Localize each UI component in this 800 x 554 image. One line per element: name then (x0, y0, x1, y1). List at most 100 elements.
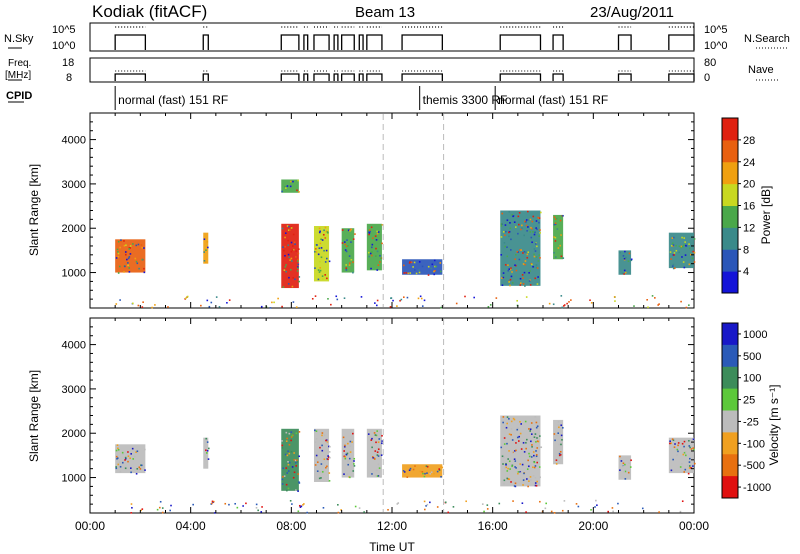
echo-speck (287, 470, 290, 472)
echo-speck (658, 511, 660, 513)
echo-speck (621, 272, 624, 275)
echo-speck (522, 442, 525, 444)
echo-speck (287, 244, 290, 247)
echo-speck (521, 224, 523, 227)
echo-speck (503, 443, 506, 445)
echo-speck (200, 304, 202, 307)
echo-speck (129, 253, 132, 255)
echo-speck (689, 457, 691, 460)
echo-speck (680, 245, 683, 248)
echo-speck (516, 436, 519, 439)
echo-speck (504, 245, 507, 248)
echo-speck (548, 302, 551, 305)
nave-label: Nave (748, 64, 774, 76)
echo-speck (629, 466, 632, 468)
freq-trace (552, 73, 564, 81)
echo-speck (226, 301, 228, 304)
echo-speck (315, 251, 318, 253)
echo-speck (273, 301, 275, 304)
echo-speck (289, 259, 291, 261)
echo-speck (594, 506, 596, 508)
echo-speck (374, 434, 377, 436)
echo-speck (503, 479, 506, 482)
echo-speck (140, 244, 143, 246)
echo-speck (690, 448, 693, 450)
echo-speck (518, 435, 521, 438)
echo-speck (290, 226, 292, 228)
echo-speck (350, 241, 352, 243)
echo-speck (440, 476, 442, 478)
echo-speck (370, 246, 373, 249)
echo-speck (133, 455, 136, 458)
echo-speck (292, 233, 295, 236)
echo-speck (633, 305, 635, 307)
echo-speck (343, 455, 346, 458)
echo-speck (530, 479, 532, 481)
echo-speck (127, 262, 129, 264)
echo-speck (531, 446, 533, 448)
echo-patch (618, 250, 632, 275)
echo-speck (318, 247, 321, 250)
echo-speck (115, 466, 117, 468)
echo-speck (672, 458, 674, 461)
echo-speck (298, 482, 301, 484)
echo-speck (681, 236, 683, 239)
echo-speck (292, 476, 295, 479)
echo-speck (512, 215, 514, 218)
echo-speck (286, 454, 289, 457)
nsky-trace (333, 34, 339, 50)
echo-speck (293, 471, 296, 474)
echo-speck (673, 254, 675, 256)
echo-speck (623, 269, 626, 272)
echo-speck (624, 250, 626, 253)
freq-trace (617, 73, 632, 81)
echo-speck (524, 420, 527, 423)
echo-speck (288, 229, 290, 231)
echo-speck (624, 271, 627, 274)
echo-speck (390, 297, 392, 300)
echo-speck (617, 502, 619, 505)
echo-speck (286, 489, 288, 492)
echo-speck (502, 231, 505, 233)
echo-speck (352, 238, 355, 240)
echo-speck (624, 463, 626, 466)
nsky-tick-top: 10^5 (52, 24, 76, 36)
echo-speck (473, 296, 475, 299)
echo-speck (535, 256, 538, 258)
colorbar-tick-label: 28 (743, 135, 755, 147)
echo-speck (285, 467, 288, 469)
echo-speck (520, 228, 522, 231)
echo-speck (521, 274, 524, 276)
echo-speck (514, 258, 517, 261)
echo-speck (539, 211, 542, 214)
echo-speck (440, 466, 442, 468)
echo-speck (562, 426, 564, 429)
echo-speck (141, 508, 144, 510)
echo-speck (691, 257, 694, 260)
echo-speck (507, 458, 509, 460)
echo-speck (124, 467, 127, 470)
echo-speck (284, 453, 287, 456)
echo-speck (521, 227, 523, 229)
echo-speck (306, 511, 309, 514)
echo-speck (314, 464, 317, 466)
echo-speck (506, 470, 509, 472)
colorbar-tick-label: 24 (743, 157, 755, 169)
echo-speck (429, 472, 431, 475)
echo-speck (374, 302, 376, 304)
echo-speck (414, 465, 416, 467)
echo-speck (684, 241, 686, 243)
echo-speck (520, 249, 522, 251)
echo-speck (505, 463, 507, 466)
echo-speck (595, 499, 597, 502)
echo-speck (379, 254, 381, 257)
echo-speck (528, 272, 530, 274)
echo-speck (534, 456, 537, 459)
echo-speck (373, 432, 376, 434)
echo-speck (431, 263, 434, 266)
echo-speck (208, 305, 211, 308)
echo-speck (132, 243, 134, 245)
echo-speck (513, 458, 516, 460)
echo-speck (296, 270, 299, 272)
echo-speck (590, 509, 592, 511)
